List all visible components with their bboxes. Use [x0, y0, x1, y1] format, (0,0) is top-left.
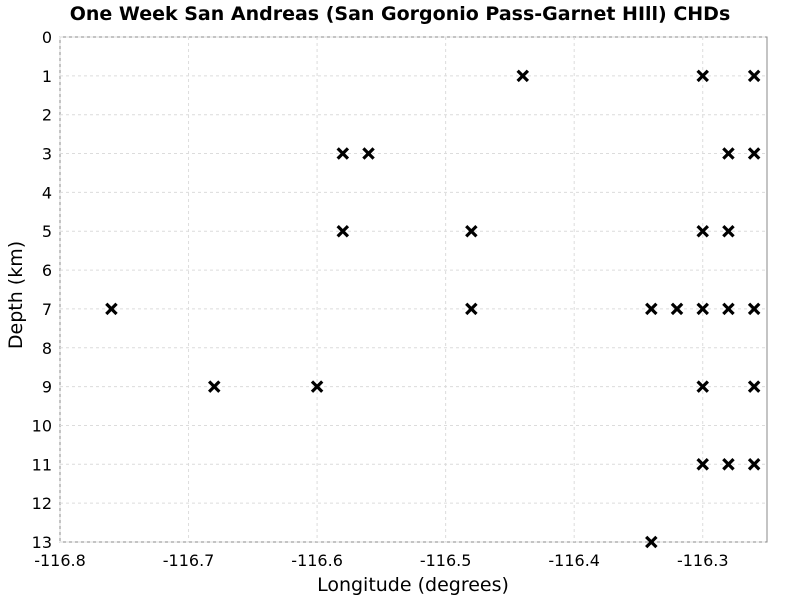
chart-title: One Week San Andreas (San Gorgonio Pass-… [70, 3, 731, 25]
plot-area [59, 36, 768, 543]
data-point [747, 302, 761, 316]
data-point [696, 458, 709, 471]
data-point [465, 224, 478, 238]
data-point [670, 302, 684, 316]
y-tick-label: 1 [42, 67, 52, 86]
x-tick-label: -116.4 [548, 551, 600, 570]
data-point [336, 147, 350, 160]
y-tick-label: 4 [42, 183, 52, 202]
y-tick-label: 7 [42, 300, 52, 319]
data-point [362, 147, 375, 160]
x-tick-label: -116.8 [34, 551, 86, 570]
x-tick-label: -116.5 [420, 551, 472, 570]
x-axis-label: Longitude (degrees) [317, 574, 509, 596]
data-point [310, 380, 324, 393]
data-point [336, 224, 350, 238]
data-point [747, 147, 761, 160]
data-point [696, 69, 709, 83]
y-tick-label: 10 [32, 416, 52, 435]
x-tick-label: -116.3 [677, 551, 729, 570]
data-point [696, 302, 709, 316]
y-tick-label: 9 [42, 378, 52, 397]
y-tick-label: 0 [42, 28, 52, 47]
y-tick-label: 13 [32, 533, 52, 552]
y-tick-label: 12 [32, 494, 52, 513]
data-point [722, 302, 735, 316]
data-point [645, 535, 658, 549]
y-tick-label: 3 [42, 145, 52, 164]
data-point [645, 302, 658, 316]
y-tick-label: 5 [42, 222, 52, 241]
x-tick-label: -116.6 [291, 551, 343, 570]
data-point [722, 458, 735, 471]
y-tick-label: 11 [32, 455, 52, 474]
data-point [105, 302, 118, 316]
data-point [722, 147, 735, 160]
data-point [696, 380, 709, 393]
data-points [105, 69, 761, 549]
data-point [516, 69, 530, 83]
data-point [722, 224, 735, 238]
y-axis-label: Depth (km) [5, 241, 27, 349]
y-tick-label: 2 [42, 106, 52, 125]
data-point [696, 224, 709, 238]
y-tick-label: 8 [42, 339, 52, 358]
x-tick-label: -116.7 [163, 551, 215, 570]
data-point [207, 380, 221, 393]
y-tick-label: 6 [42, 261, 52, 280]
data-point [747, 69, 761, 83]
data-point [747, 458, 761, 471]
x-axis-ticks: -116.8 -116.7 -116.6 -116.5 -116.4 -116.3 [34, 551, 728, 570]
data-point [747, 380, 761, 393]
data-point [465, 302, 478, 316]
